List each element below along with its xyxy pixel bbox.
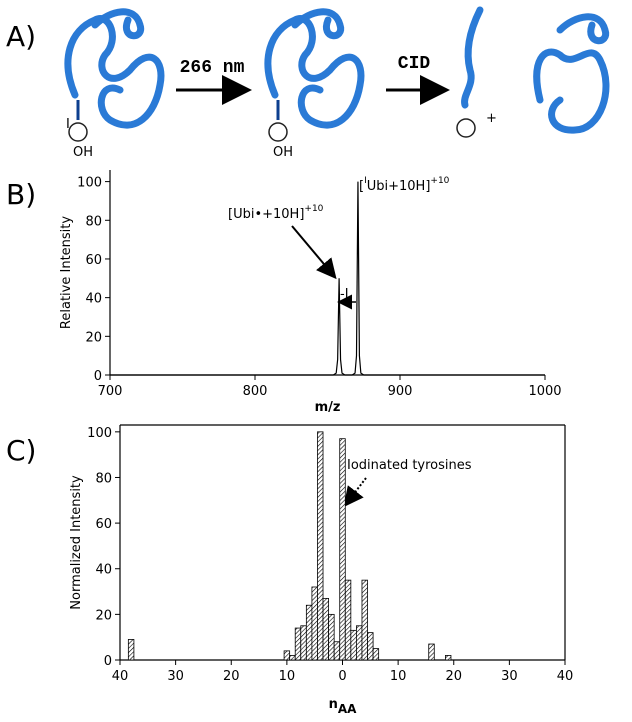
annotation-sup: +10 [304, 204, 323, 214]
panel-label: A) [6, 20, 36, 53]
y-tick-label: 80 [95, 471, 112, 486]
y-axis-label: Relative Intensity [59, 216, 74, 329]
y-tick-label: 20 [95, 608, 112, 623]
annotation-sup: +10 [430, 176, 449, 186]
x-tick-label: 900 [388, 384, 413, 399]
bar [333, 641, 341, 661]
y-tick-label: 60 [95, 517, 112, 532]
bar [344, 579, 352, 661]
bar [305, 604, 313, 661]
annotation-text: Ubi+10H] [367, 179, 431, 194]
x-tick-label: 40 [557, 669, 574, 684]
y-tick-label: 0 [104, 654, 112, 669]
bar [322, 597, 329, 661]
y-axis-label: Normalized Intensity [69, 475, 84, 610]
panel-label: C) [6, 434, 36, 467]
x-tick-label: 1000 [528, 384, 561, 399]
bar [294, 627, 302, 661]
y-tick-label: 100 [77, 176, 102, 191]
y-tick-label: 60 [85, 253, 102, 268]
x-axis-label: nAA [329, 697, 358, 716]
plus: + [486, 111, 497, 126]
bar [350, 629, 357, 661]
annotation-arrow [343, 477, 367, 508]
bar [328, 613, 335, 661]
x-tick-label: 20 [223, 669, 240, 684]
panel-label: B) [6, 178, 36, 211]
protein-2 [264, 8, 365, 142]
bar [289, 655, 296, 661]
bar [367, 632, 374, 661]
x-axis-label-sub: AA [338, 702, 357, 716]
spectrum-line [110, 181, 545, 376]
annotation: Iodinated tyrosines [347, 458, 472, 473]
y-tick-label: 40 [85, 292, 102, 307]
fragment-2 [533, 13, 610, 134]
bar [283, 650, 291, 661]
bar [356, 625, 363, 661]
protein-1 [64, 8, 165, 142]
y-tick-label: 40 [95, 563, 112, 578]
x-axis-label-main: n [329, 697, 338, 712]
annotation-sup: I [364, 176, 367, 186]
bar [372, 648, 380, 661]
step-label: 266 nm [180, 58, 245, 78]
x-tick-label: 800 [243, 384, 268, 399]
x-tick-label: 0 [338, 669, 346, 684]
annotation: [IUbi+10H]+10 [359, 176, 450, 194]
x-tick-label: 10 [390, 669, 407, 684]
bar [317, 431, 324, 661]
oh-label: OH [273, 145, 293, 160]
annotation-arrow [291, 225, 337, 280]
bar [445, 655, 452, 661]
iodine-label: I [66, 117, 70, 132]
y-tick-label: 0 [94, 369, 102, 384]
x-axis-label: m/z [315, 400, 341, 415]
annotation-text: [Ubi•+10H] [228, 207, 304, 222]
annotation: -I [340, 287, 349, 302]
x-tick-label: 30 [501, 669, 518, 684]
x-tick-label: 30 [167, 669, 184, 684]
oh-label: OH [73, 145, 93, 160]
bar [127, 639, 135, 661]
y-tick-label: 80 [85, 214, 102, 229]
x-tick-label: 20 [445, 669, 462, 684]
y-tick-label: 20 [85, 330, 102, 345]
bar [339, 438, 346, 661]
annotation-text: [ [359, 179, 364, 194]
y-tick-label: 100 [87, 426, 112, 441]
annotation: [Ubi•+10H]+10 [228, 204, 324, 222]
bar [428, 643, 435, 661]
bar [300, 625, 307, 661]
x-tick-label: 700 [98, 384, 123, 399]
bar [311, 586, 318, 661]
step-label: CID [398, 54, 431, 74]
x-tick-label: 40 [112, 669, 129, 684]
fragment-1 [456, 6, 484, 138]
x-tick-label: 10 [279, 669, 296, 684]
bar [361, 579, 368, 661]
